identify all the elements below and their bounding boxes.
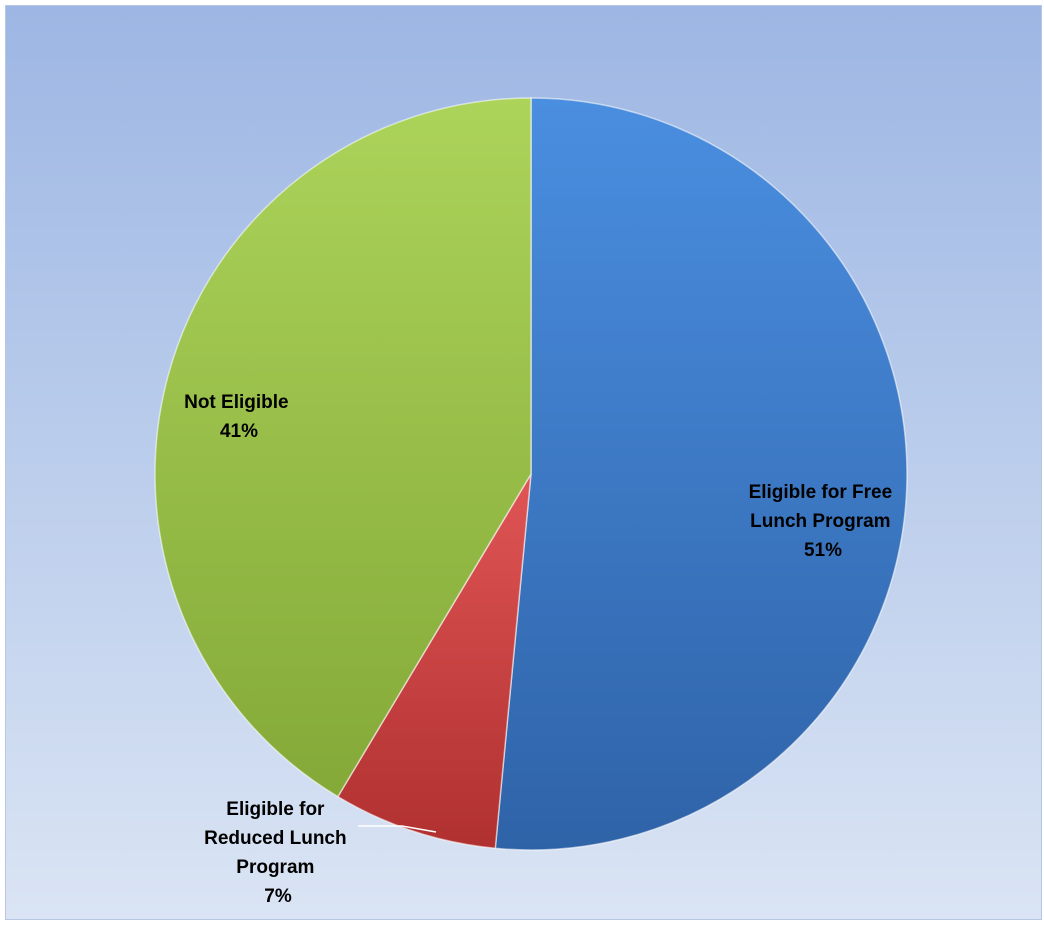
data-labels: Eligible for Free Lunch Program 51% Elig… [184, 392, 898, 907]
leader-lines [358, 825, 437, 833]
pie-chart: Eligible for Free Lunch Program 51% Elig… [154, 97, 908, 907]
leader-line-reduced-lunch [358, 825, 437, 833]
slice-free-lunch [494, 97, 908, 851]
slice-label-reduced-lunch: Eligible for Reduced Lunch Program 7% [204, 799, 352, 907]
pie-slices [154, 97, 908, 851]
slice-label-free-lunch: Eligible for Free Lunch Program 51% [749, 482, 898, 561]
slice-reduced-lunch [336, 473, 532, 850]
chart-area: Eligible for Free Lunch Program 51% Elig… [5, 5, 1042, 920]
slice-label-not-eligible: Not Eligible 41% [184, 392, 294, 442]
slice-not-eligible [154, 97, 532, 798]
